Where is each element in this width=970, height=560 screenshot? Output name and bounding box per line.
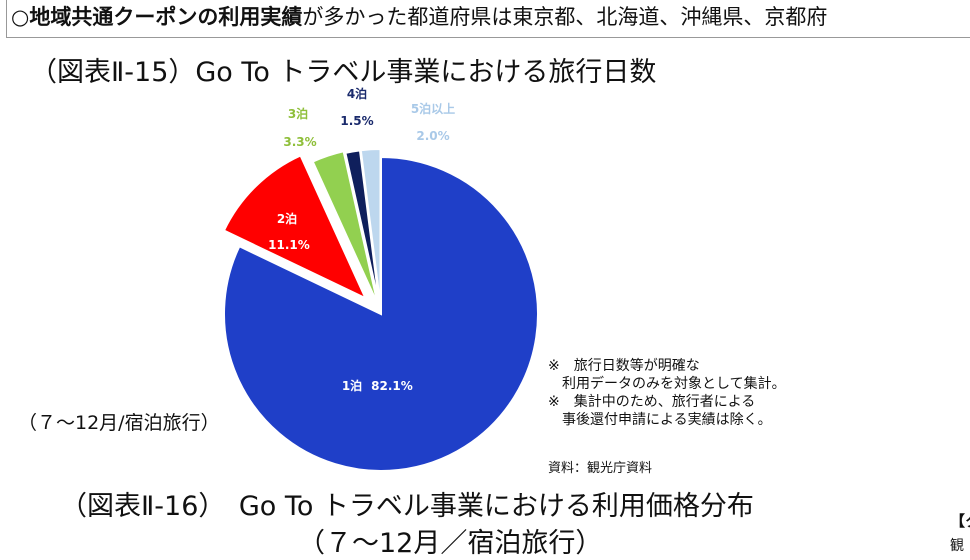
slice-label: 4泊 xyxy=(347,86,367,101)
source-note: 資料：観光庁資料 xyxy=(548,461,653,476)
banner-text: が多かった都道府県は東京都、北海道、沖縄県、京都府 xyxy=(302,5,828,29)
edge-text: 観 xyxy=(950,538,964,554)
slice-value-label: 2.0% xyxy=(416,129,449,143)
edge-text: （ xyxy=(955,58,970,90)
note-line: ※ 旅行日数等が明確な xyxy=(548,358,700,374)
edge-text: 【ク xyxy=(950,512,970,530)
slice-value-label: 11.1% xyxy=(268,238,310,252)
slice-value-label: 3.3% xyxy=(283,135,316,149)
note-line: ※ 集計中のため、旅行者による xyxy=(548,394,756,410)
slice-value-label: 1.5% xyxy=(340,114,373,128)
note-line: 利用データのみを対象として集計。 xyxy=(548,376,786,392)
slice-value-label: 82.1% xyxy=(371,379,413,393)
pie-slice-3 xyxy=(311,150,379,305)
slice-label: 5泊以上 xyxy=(411,101,455,116)
pie-slice-1 xyxy=(223,155,539,472)
chart-title: （図表Ⅱ-15）Go To トラベル事業における旅行日数 xyxy=(30,57,657,88)
chart-subtitle: （７～12月/宿泊旅行） xyxy=(18,412,220,434)
next-chart-title: （図表Ⅱ-16） Go To トラベル事業における利用価格分布 xyxy=(60,491,754,522)
pie-slice-2 xyxy=(222,154,368,301)
note-line: 事後還付申請による実績は除く。 xyxy=(548,412,772,428)
banner-bold: ○地域共通クーポンの利用実績 xyxy=(11,5,303,29)
summary-banner: ○地域共通クーポンの利用実績が多かった都道府県は東京都、北海道、沖縄県、京都府 xyxy=(6,0,970,38)
pie-slice-5 xyxy=(359,148,382,307)
slice-label: 3泊 xyxy=(288,106,308,121)
slice-label: 2泊 xyxy=(277,211,297,226)
chart-notes: ※ 旅行日数等が明確な 利用データのみを対象として集計。 ※ 集計中のため、旅行… xyxy=(548,357,786,429)
slice-label: 1泊 xyxy=(342,378,362,393)
